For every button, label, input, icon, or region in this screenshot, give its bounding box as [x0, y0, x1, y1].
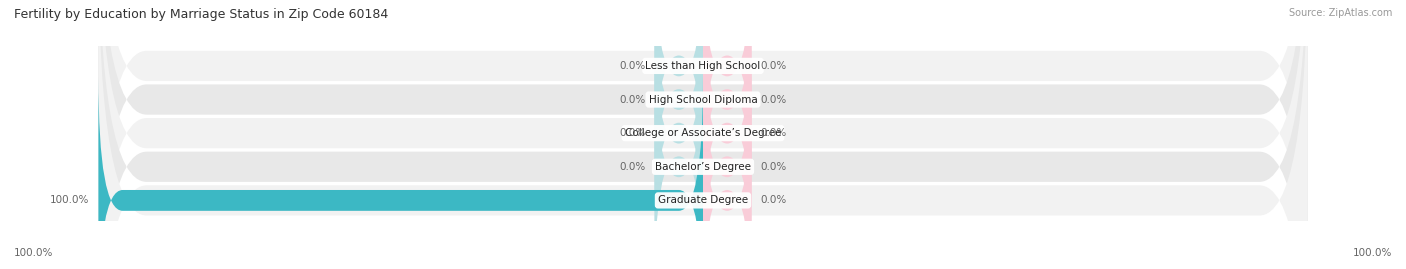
- Text: 100.0%: 100.0%: [51, 195, 90, 206]
- FancyBboxPatch shape: [703, 76, 751, 269]
- Text: College or Associate’s Degree: College or Associate’s Degree: [624, 128, 782, 138]
- FancyBboxPatch shape: [98, 76, 703, 269]
- FancyBboxPatch shape: [98, 0, 1308, 269]
- FancyBboxPatch shape: [98, 0, 1308, 269]
- Text: 0.0%: 0.0%: [619, 61, 645, 71]
- Text: 0.0%: 0.0%: [761, 162, 787, 172]
- Text: 100.0%: 100.0%: [14, 248, 53, 258]
- Text: 0.0%: 0.0%: [761, 94, 787, 105]
- Text: 0.0%: 0.0%: [761, 61, 787, 71]
- Text: 100.0%: 100.0%: [1353, 248, 1392, 258]
- FancyBboxPatch shape: [703, 43, 751, 269]
- FancyBboxPatch shape: [655, 0, 703, 190]
- Text: Less than High School: Less than High School: [645, 61, 761, 71]
- FancyBboxPatch shape: [98, 0, 1308, 269]
- Text: Source: ZipAtlas.com: Source: ZipAtlas.com: [1288, 8, 1392, 18]
- Text: 0.0%: 0.0%: [619, 128, 645, 138]
- FancyBboxPatch shape: [655, 43, 703, 269]
- FancyBboxPatch shape: [98, 0, 1308, 269]
- FancyBboxPatch shape: [703, 0, 751, 224]
- FancyBboxPatch shape: [703, 0, 751, 190]
- Text: 0.0%: 0.0%: [619, 162, 645, 172]
- Text: 0.0%: 0.0%: [619, 94, 645, 105]
- Text: High School Diploma: High School Diploma: [648, 94, 758, 105]
- FancyBboxPatch shape: [655, 9, 703, 257]
- FancyBboxPatch shape: [703, 9, 751, 257]
- FancyBboxPatch shape: [98, 0, 1308, 269]
- Text: Bachelor’s Degree: Bachelor’s Degree: [655, 162, 751, 172]
- FancyBboxPatch shape: [655, 0, 703, 224]
- Text: Fertility by Education by Marriage Status in Zip Code 60184: Fertility by Education by Marriage Statu…: [14, 8, 388, 21]
- Text: Graduate Degree: Graduate Degree: [658, 195, 748, 206]
- Text: 0.0%: 0.0%: [761, 195, 787, 206]
- Text: 0.0%: 0.0%: [761, 128, 787, 138]
